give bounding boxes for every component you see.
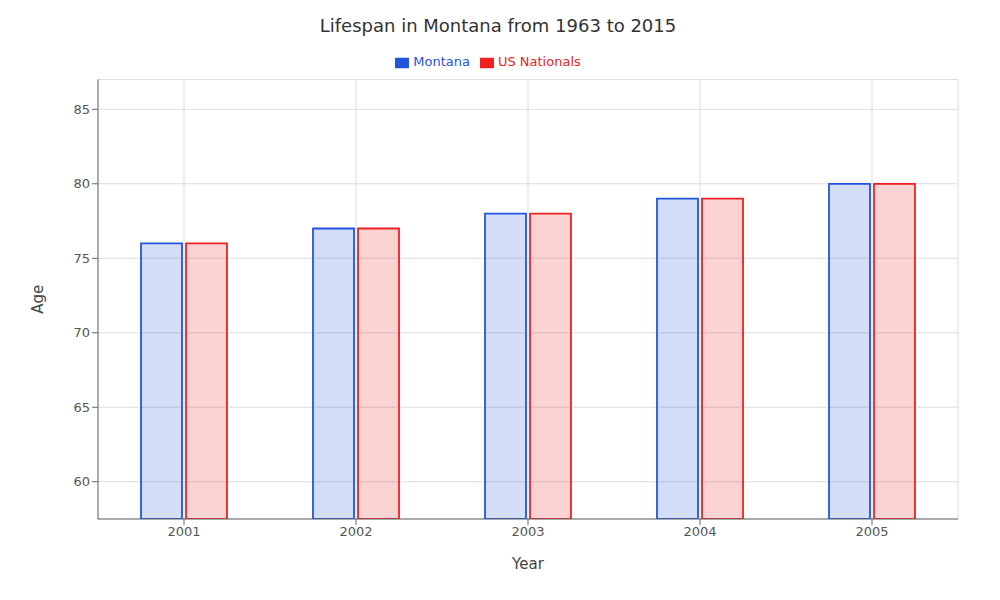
svg-text:85: 85 bbox=[73, 102, 90, 117]
svg-text:75: 75 bbox=[73, 251, 90, 266]
svg-text:2003: 2003 bbox=[511, 524, 544, 539]
svg-text:70: 70 bbox=[73, 325, 90, 340]
html-text:US Nationals: US Nationals bbox=[497, 54, 581, 69]
svg-text:65: 65 bbox=[73, 400, 90, 415]
svg-text:Year: Year bbox=[511, 555, 545, 573]
svg-text:80: 80 bbox=[73, 176, 90, 191]
svg-text:2005: 2005 bbox=[855, 524, 888, 539]
svg-text:2002: 2002 bbox=[339, 524, 372, 539]
html-text:Lifespan in Montana from 1963: Lifespan in Montana from 1963 to 2015 bbox=[319, 15, 677, 36]
svg-text:Age: Age bbox=[29, 285, 47, 314]
svg-text:2001: 2001 bbox=[167, 524, 200, 539]
svg-text:2004: 2004 bbox=[683, 524, 716, 539]
svg-text:60: 60 bbox=[73, 474, 90, 489]
html-text:Montana: Montana bbox=[413, 54, 470, 69]
